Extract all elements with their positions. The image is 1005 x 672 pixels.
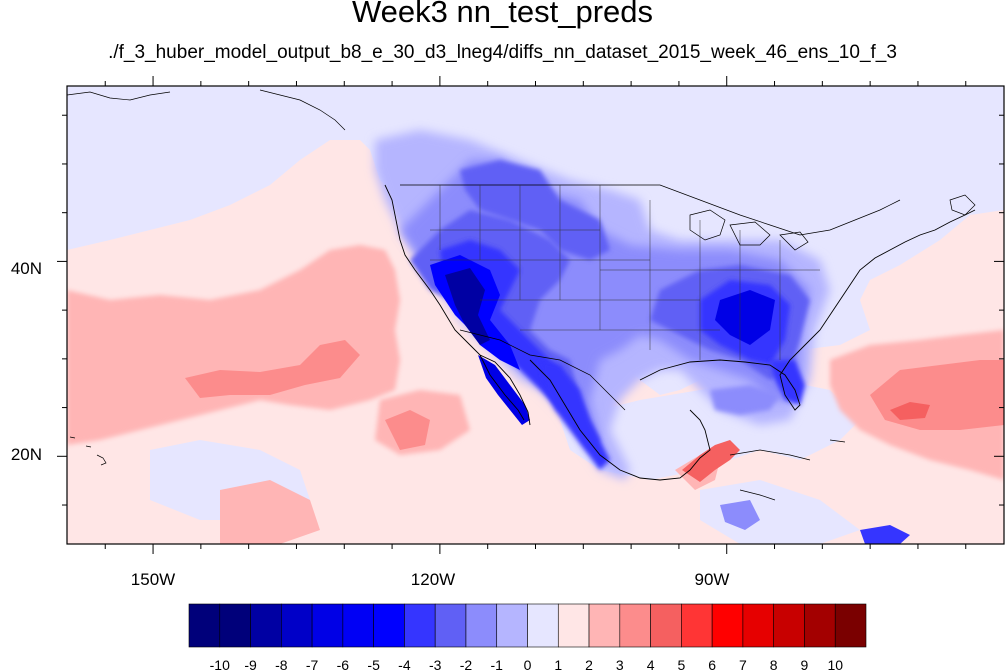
colorbar-label: -1 bbox=[491, 657, 504, 672]
colorbar-swatch bbox=[557, 603, 590, 648]
colorbar-label: 7 bbox=[739, 657, 747, 672]
colorbar-label: -2 bbox=[460, 657, 473, 672]
colorbar-label: 5 bbox=[677, 657, 685, 672]
colorbar-label: -6 bbox=[337, 657, 350, 672]
colorbar-label: -7 bbox=[306, 657, 319, 672]
hawaii bbox=[69, 436, 107, 466]
map-subtitle: ./f_3_huber_model_output_b8_e_30_d3_lneg… bbox=[108, 42, 897, 63]
coastline-north-america bbox=[384, 184, 976, 481]
colorbar-label: -8 bbox=[275, 657, 288, 672]
colorbar-swatch bbox=[373, 603, 405, 648]
colorbar-swatch bbox=[773, 603, 805, 648]
colorbar-label: 8 bbox=[770, 657, 778, 672]
colorbar-label: 1 bbox=[554, 657, 562, 672]
lon-tick-label: 120W bbox=[411, 570, 455, 589]
lat-tick-label: 40N bbox=[11, 259, 42, 278]
colorbar-swatch bbox=[711, 603, 744, 648]
colorbar-swatch bbox=[342, 603, 374, 648]
colorbar-swatch bbox=[465, 603, 498, 648]
field-region-caribbean-blue bbox=[720, 500, 760, 530]
map-title: Week3 nn_test_preds bbox=[351, 0, 653, 29]
field-region-baja bbox=[478, 355, 530, 425]
colorbar-label: 4 bbox=[647, 657, 655, 672]
colorbar-swatch bbox=[250, 603, 282, 648]
field-region-pacific-red bbox=[185, 340, 360, 398]
colorbar-swatch bbox=[834, 603, 867, 648]
axis-ticks bbox=[57, 76, 1004, 554]
colorbar-swatch bbox=[496, 603, 528, 648]
colorbar-label: 3 bbox=[616, 657, 624, 672]
field-contours bbox=[67, 86, 1004, 544]
colorbar: -10 -9 -8 -7 -6 -5 -4 -3 -2 -1 0 1 2 3 4 5 6 7 8 9 10 bbox=[188, 603, 867, 672]
colorbar-swatch bbox=[188, 603, 221, 648]
colorbar-label: -10 bbox=[210, 657, 230, 672]
colorbar-swatch bbox=[404, 603, 436, 648]
lon-tick-label: 150W bbox=[131, 570, 175, 589]
field-region-na-blue-5b bbox=[715, 290, 775, 345]
colorbar-swatch bbox=[281, 603, 313, 648]
field-region-pacific-pink bbox=[67, 245, 400, 445]
great-lakes bbox=[689, 209, 809, 251]
colorbar-swatch bbox=[619, 603, 651, 648]
colorbar-label: -4 bbox=[398, 657, 411, 672]
colorbar-label: -9 bbox=[244, 657, 257, 672]
colorbar-swatch bbox=[219, 603, 251, 648]
field-region-caribbean-red bbox=[682, 440, 740, 482]
state-lines bbox=[430, 185, 820, 360]
colorbar-swatch bbox=[311, 603, 344, 648]
lat-tick-label: 20N bbox=[11, 445, 42, 464]
us-canada-border bbox=[400, 184, 901, 236]
colorbar-swatch bbox=[681, 603, 713, 648]
colorbar-label: 9 bbox=[801, 657, 809, 672]
map-coastlines bbox=[67, 89, 976, 501]
field-region-pacific-red-south bbox=[385, 410, 430, 450]
colorbar-label: 2 bbox=[585, 657, 593, 672]
colorbar-swatch bbox=[650, 603, 682, 648]
colorbar-swatch bbox=[588, 603, 621, 648]
colorbar-label: 6 bbox=[708, 657, 716, 672]
colorbar-label: 10 bbox=[827, 657, 843, 672]
field-region-pacific-pink-south bbox=[220, 480, 320, 544]
caribbean-islands bbox=[729, 439, 846, 501]
field-region-se-corner-blue bbox=[860, 525, 910, 544]
colorbar-label: -3 bbox=[429, 657, 442, 672]
colorbar-swatch bbox=[742, 603, 774, 648]
map-plot-area bbox=[67, 86, 1004, 544]
lon-tick-label: 90W bbox=[695, 570, 730, 589]
field-region-atlantic-red-core bbox=[890, 402, 930, 420]
colorbar-swatch bbox=[804, 603, 836, 648]
field-region-gulf-blue bbox=[710, 385, 780, 415]
colorbar-swatch bbox=[434, 603, 467, 648]
colorbar-label: -5 bbox=[367, 657, 380, 672]
newfoundland bbox=[949, 194, 976, 216]
colorbar-label: 0 bbox=[524, 657, 532, 672]
alaska-coast bbox=[67, 89, 346, 131]
field-region-na-blue-6 bbox=[445, 268, 490, 345]
us-mexico-border bbox=[459, 329, 626, 411]
field-region-mexico-blue bbox=[540, 360, 610, 470]
colorbar-swatch bbox=[527, 603, 559, 648]
